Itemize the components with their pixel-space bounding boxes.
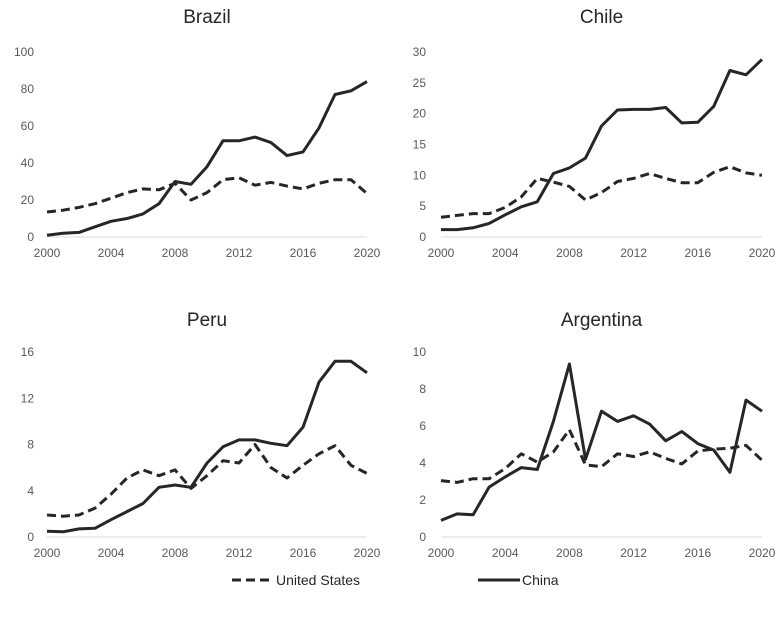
series-line-united-states-argentina: [440, 428, 764, 484]
x-tick-label: 2020: [354, 546, 381, 560]
x-tick-label: 2000: [34, 246, 61, 260]
x-tick-label: 2008: [556, 546, 583, 560]
panel-title-brazil: Brazil: [183, 7, 231, 28]
legend-label-united-states: United States: [276, 572, 360, 588]
x-tick-label: 2016: [684, 246, 711, 260]
legend: United States China: [232, 572, 559, 588]
y-tick-label: 12: [21, 391, 35, 405]
x-tick-label: 2012: [226, 246, 253, 260]
y-tick-label: 16: [21, 345, 35, 359]
series-line-china-chile: [441, 58, 764, 232]
series-line-united-states-peru: [46, 443, 368, 518]
y-tick-label: 20: [413, 107, 427, 121]
y-tick-label: 8: [419, 382, 426, 396]
y-tick-label: 2: [419, 493, 426, 507]
x-tick-label: 2000: [34, 546, 61, 560]
series-line-united-states-brazil: [46, 176, 368, 214]
series-line-china-brazil: [46, 80, 368, 237]
x-tick-label: 2012: [620, 546, 647, 560]
y-tick-label: 4: [419, 456, 426, 470]
y-tick-label: 0: [419, 230, 426, 244]
y-tick-label: 80: [21, 82, 35, 96]
y-tick-label: 6: [419, 419, 426, 433]
x-tick-label: 2020: [749, 546, 776, 560]
y-tick-label: 20: [21, 193, 35, 207]
y-tick-label: 25: [413, 76, 427, 90]
y-tick-label: 100: [14, 45, 34, 59]
y-tick-label: 60: [21, 119, 35, 133]
y-tick-label: 0: [27, 230, 34, 244]
x-tick-label: 2012: [226, 546, 253, 560]
y-tick-label: 10: [413, 345, 427, 359]
panel-title-peru: Peru: [187, 310, 227, 331]
panel-chile: Chile 0 5 10 15 20 25 30 2000 2004 2008 2012 2016 202…: [413, 7, 776, 260]
y-tick-label: 15: [413, 138, 427, 152]
y-tick-label: 4: [27, 484, 34, 498]
x-tick-label: 2000: [428, 246, 455, 260]
panel-title-chile: Chile: [580, 7, 623, 28]
y-tick-label: 10: [413, 168, 427, 182]
y-tick-label: 0: [27, 530, 34, 544]
series-line-china-peru: [46, 359, 368, 534]
x-tick-label: 2016: [290, 546, 317, 560]
x-tick-label: 2004: [492, 246, 519, 260]
panel-brazil: Brazil 0 20 40 60 80 100 2000 2004 2008 2012 2016 20…: [14, 7, 381, 260]
y-tick-label: 40: [21, 156, 35, 170]
x-tick-label: 2016: [290, 246, 317, 260]
panel-argentina: Argentina 0 2 4 6 8 10 2000 2004 2008 2012 2016 2020: [413, 310, 776, 560]
series-line-china-argentina: [440, 362, 763, 522]
series-line-united-states-chile: [440, 165, 763, 219]
x-tick-label: 2008: [556, 246, 583, 260]
y-tick-label: 5: [419, 199, 426, 213]
x-tick-label: 2012: [620, 246, 647, 260]
x-tick-label: 2020: [749, 246, 776, 260]
panel-title-argentina: Argentina: [561, 310, 643, 331]
x-tick-label: 2000: [428, 546, 455, 560]
x-tick-label: 2016: [684, 546, 711, 560]
y-tick-label: 30: [413, 45, 427, 59]
x-tick-label: 2008: [162, 246, 189, 260]
x-tick-label: 2004: [492, 546, 519, 560]
x-tick-label: 2004: [98, 546, 125, 560]
x-tick-label: 2004: [98, 246, 125, 260]
x-tick-label: 2008: [162, 546, 189, 560]
legend-label-china: China: [522, 572, 559, 588]
panel-peru: Peru 0 4 8 12 16 2000 2004 2008 2012 2016 2020: [21, 310, 381, 560]
y-tick-label: 8: [27, 438, 34, 452]
y-tick-label: 0: [419, 530, 426, 544]
x-tick-label: 2020: [354, 246, 381, 260]
